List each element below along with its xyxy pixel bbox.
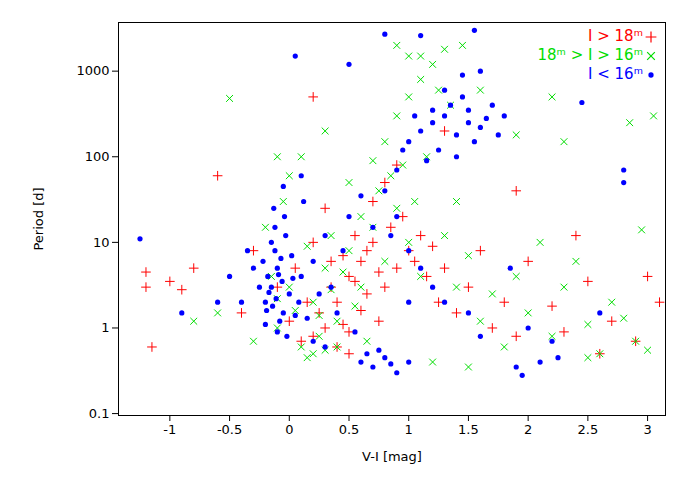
svg-text:Period [d]: Period [d] [31,187,46,250]
svg-text:2: 2 [524,422,532,437]
svg-text:1000: 1000 [76,63,109,78]
svg-text:0.1: 0.1 [89,406,110,421]
html-text:I > 18ᵐ: I > 18ᵐ [588,27,643,45]
svg-text:1: 1 [405,422,413,437]
html-text:I < 16ᵐ: I < 16ᵐ [588,65,643,83]
svg-text:0: 0 [285,422,293,437]
html-text:18ᵐ > I > 16ᵐ: 18ᵐ > I > 16ᵐ [537,46,643,64]
svg-text:V-I [mag]: V-I [mag] [362,449,422,464]
svg-text:3: 3 [643,422,651,437]
svg-text:1: 1 [101,320,109,335]
svg-text:2.5: 2.5 [578,422,599,437]
svg-text:0.5: 0.5 [339,422,360,437]
svg-text:100: 100 [85,149,110,164]
svg-text:10: 10 [93,235,110,250]
svg-text:1.5: 1.5 [458,422,479,437]
svg-text:-0.5: -0.5 [217,422,242,437]
svg-text:-1: -1 [163,422,176,437]
